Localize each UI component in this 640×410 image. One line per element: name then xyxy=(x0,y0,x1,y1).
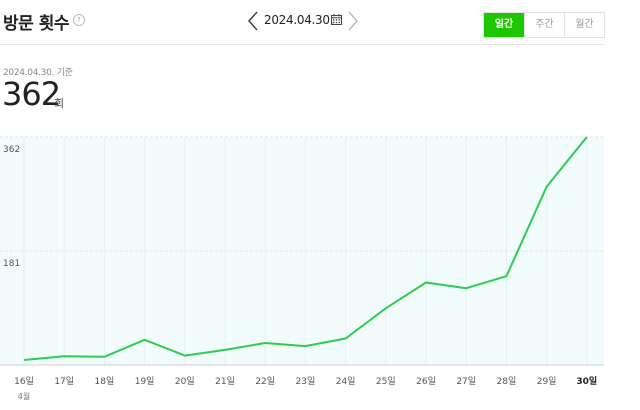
tab-monthly[interactable]: 월간 xyxy=(564,13,604,37)
calendar-icon[interactable] xyxy=(331,14,342,25)
x-month-label: 4월 xyxy=(18,391,30,401)
chevron-right-icon[interactable] xyxy=(346,8,360,34)
visit-count-value: 362 xyxy=(2,75,61,113)
x-tick-label-1: 17일 xyxy=(54,376,74,387)
page-title: 방문 횟수 xyxy=(3,14,69,34)
series-line xyxy=(23,136,588,361)
current-date: 2024.04.30. xyxy=(264,13,334,27)
x-tick-label-0: 16일 xyxy=(14,376,34,387)
x-tick-label-14: 30일 xyxy=(576,375,597,387)
period-tabs: 일간 주간 월간 xyxy=(483,12,605,38)
x-tick-label-11: 27일 xyxy=(456,376,476,387)
x-tick-label-9: 25일 xyxy=(376,376,396,387)
visits-line-chart: 181 362 16일 17일 18일 19일 20일 21일 22일 23일 24일 25일 26일 2… xyxy=(0,136,604,401)
x-tick-label-7: 23일 xyxy=(296,376,316,387)
x-tick-label-3: 19일 xyxy=(135,376,155,387)
x-tick-label-12: 28일 xyxy=(497,376,517,387)
x-tick-label-10: 26일 xyxy=(416,376,436,387)
x-tick-label-13: 29일 xyxy=(537,376,557,387)
x-tick-label-5: 21일 xyxy=(215,376,235,387)
y-tick-label-1: 362 xyxy=(3,145,20,155)
visit-count-unit: 회 xyxy=(54,97,65,110)
help-icon[interactable]: ? xyxy=(73,14,85,26)
tab-daily[interactable]: 일간 xyxy=(484,13,524,37)
reference-date: 2024.04.30. 기준 xyxy=(3,68,73,78)
chevron-left-icon[interactable] xyxy=(246,8,260,34)
tab-weekly[interactable]: 주간 xyxy=(524,13,564,37)
x-tick-label-2: 18일 xyxy=(95,376,115,387)
x-tick-label-4: 20일 xyxy=(175,376,195,387)
x-tick-label-6: 22일 xyxy=(255,376,275,387)
header: 방문 횟수 ? 2024.04.30. 일간 주간 월간 xyxy=(0,0,605,45)
y-tick-label-0: 181 xyxy=(3,259,20,269)
x-tick-label-8: 24일 xyxy=(336,376,356,387)
